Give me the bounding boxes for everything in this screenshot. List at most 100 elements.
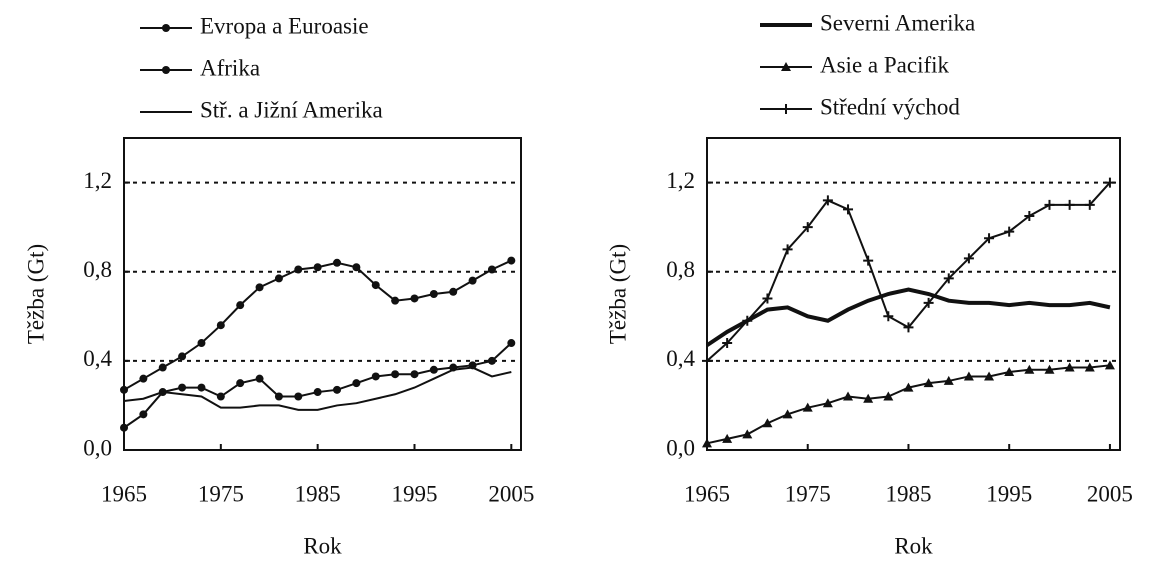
- marker: [391, 296, 400, 305]
- x-tick-label: 1975: [785, 481, 831, 506]
- marker: [943, 375, 954, 385]
- marker: [742, 429, 753, 439]
- marker: [197, 383, 206, 392]
- marker: [120, 423, 128, 432]
- y-tick-label: 0,4: [83, 346, 112, 371]
- marker: [1004, 226, 1015, 237]
- marker: [1064, 362, 1075, 372]
- marker: [158, 363, 167, 372]
- marker: [139, 410, 148, 419]
- marker: [197, 339, 206, 348]
- marker: [468, 276, 477, 285]
- marker: [178, 352, 187, 361]
- marker: [782, 244, 793, 255]
- marker: [963, 371, 974, 381]
- marker: [313, 388, 322, 397]
- plot-frame: [123, 137, 522, 451]
- marker: [722, 338, 733, 349]
- marker: [313, 263, 322, 272]
- legend-label: Stř. a Jižní Amerika: [200, 97, 383, 122]
- x-tick-label: 1985: [885, 481, 931, 506]
- marker: [984, 371, 995, 381]
- marker: [371, 281, 380, 290]
- marker: [722, 433, 733, 443]
- marker: [162, 24, 170, 32]
- marker: [1084, 199, 1095, 210]
- marker: [507, 256, 516, 265]
- marker: [702, 355, 712, 366]
- marker: [984, 233, 995, 244]
- marker: [781, 62, 791, 71]
- marker: [883, 391, 894, 401]
- y-tick-label: 0,4: [666, 346, 695, 371]
- marker: [487, 356, 496, 365]
- marker: [883, 311, 894, 322]
- marker: [274, 274, 283, 283]
- x-tick-label: 1965: [684, 481, 730, 506]
- marker: [1104, 177, 1115, 188]
- marker: [1084, 362, 1095, 372]
- legend-label: Afrika: [200, 55, 260, 80]
- marker: [1044, 364, 1055, 374]
- x-tick-label: 1995: [391, 481, 437, 506]
- marker: [410, 370, 419, 379]
- marker: [1004, 367, 1015, 376]
- marker: [333, 385, 342, 394]
- marker: [782, 409, 793, 419]
- marker: [255, 374, 264, 383]
- marker: [216, 392, 225, 401]
- marker: [781, 104, 791, 114]
- y-tick-label: 1,2: [666, 168, 695, 193]
- marker: [963, 253, 974, 264]
- x-tick-label: 1975: [198, 481, 244, 506]
- y-tick-label: 0,0: [83, 435, 112, 460]
- legend-label: Evropa a Euroasie: [200, 13, 369, 38]
- marker: [863, 393, 874, 403]
- legend-label: Severni Amerika: [820, 10, 975, 35]
- marker: [903, 322, 914, 333]
- marker: [216, 321, 225, 330]
- marker: [391, 370, 400, 379]
- marker: [1044, 199, 1055, 210]
- marker: [843, 204, 854, 215]
- marker: [1024, 364, 1035, 374]
- marker: [843, 391, 854, 401]
- series-line: [123, 366, 512, 411]
- marker: [923, 378, 934, 388]
- plot-frame: [706, 137, 1121, 451]
- y-axis-label: Těžba (Gt): [23, 244, 48, 344]
- marker: [178, 383, 187, 392]
- marker: [762, 293, 773, 304]
- legend-label: Asie a Pacifik: [820, 52, 950, 77]
- x-axis-label: Rok: [894, 533, 933, 558]
- x-axis-label: Rok: [303, 533, 342, 558]
- x-tick-label: 1965: [101, 481, 147, 506]
- x-tick-label: 2005: [1087, 481, 1133, 506]
- marker: [255, 283, 264, 292]
- marker: [139, 374, 148, 383]
- marker: [294, 392, 303, 401]
- x-tick-label: 2005: [488, 481, 534, 506]
- marker: [923, 297, 934, 308]
- marker: [162, 66, 170, 74]
- marker: [1064, 199, 1075, 210]
- marker: [371, 372, 380, 381]
- marker: [294, 265, 303, 274]
- y-axis-label: Těžba (Gt): [605, 244, 630, 344]
- y-tick-label: 0,0: [666, 435, 695, 460]
- marker: [352, 379, 361, 388]
- marker: [762, 418, 773, 428]
- y-tick-label: 0,8: [83, 257, 112, 282]
- marker: [120, 385, 128, 394]
- marker: [410, 294, 419, 303]
- marker: [507, 339, 516, 348]
- marker: [236, 301, 245, 310]
- marker: [863, 255, 874, 266]
- marker: [1104, 360, 1115, 370]
- marker: [1024, 211, 1035, 221]
- marker: [274, 392, 283, 401]
- marker: [487, 265, 496, 274]
- series-line: [705, 287, 1111, 347]
- marker: [352, 263, 361, 272]
